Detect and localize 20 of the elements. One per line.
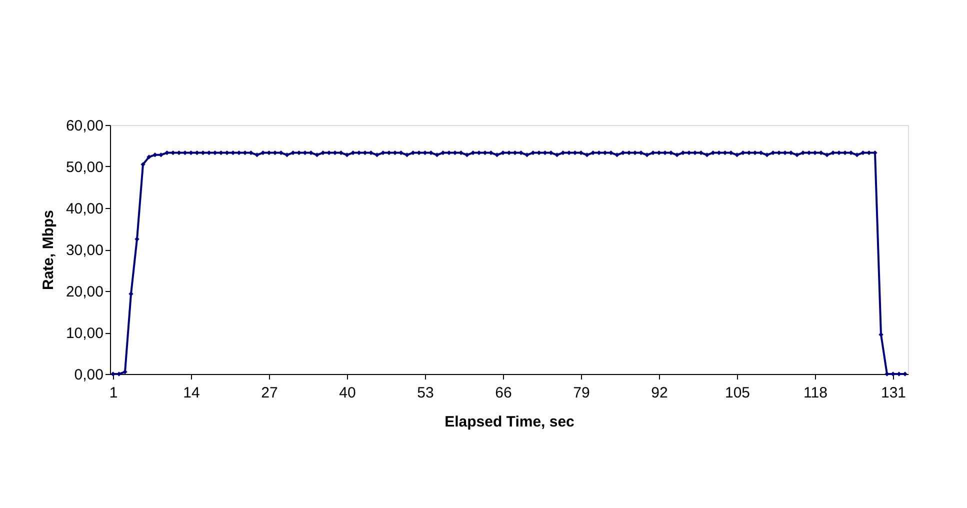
- x-tick-label: 1: [109, 384, 118, 402]
- x-tick-label: 105: [724, 384, 750, 402]
- x-tick-label: 53: [417, 384, 434, 402]
- x-tick-label: 40: [339, 384, 356, 402]
- y-tick-label: 60,00: [66, 118, 104, 134]
- y-tick-label: 20,00: [66, 284, 104, 300]
- y-axis-title: Rate, Mbps: [40, 210, 57, 290]
- y-tick-label: 10,00: [66, 325, 104, 342]
- x-tick-label: 92: [651, 384, 668, 402]
- y-tick-label: 0,00: [74, 366, 104, 384]
- x-tick-label: 79: [573, 384, 590, 402]
- x-axis-title: Elapsed Time, sec: [444, 414, 574, 430]
- x-tick-label: 14: [183, 384, 200, 402]
- y-tick-label: 30,00: [66, 242, 104, 259]
- x-tick-label: 131: [880, 384, 906, 402]
- x-tick-label: 118: [804, 384, 828, 402]
- y-tick-label: 40,00: [66, 200, 104, 218]
- x-tick-label: 27: [261, 384, 278, 402]
- y-tick-label: 50,00: [66, 159, 104, 176]
- x-tick-label: 66: [495, 384, 512, 402]
